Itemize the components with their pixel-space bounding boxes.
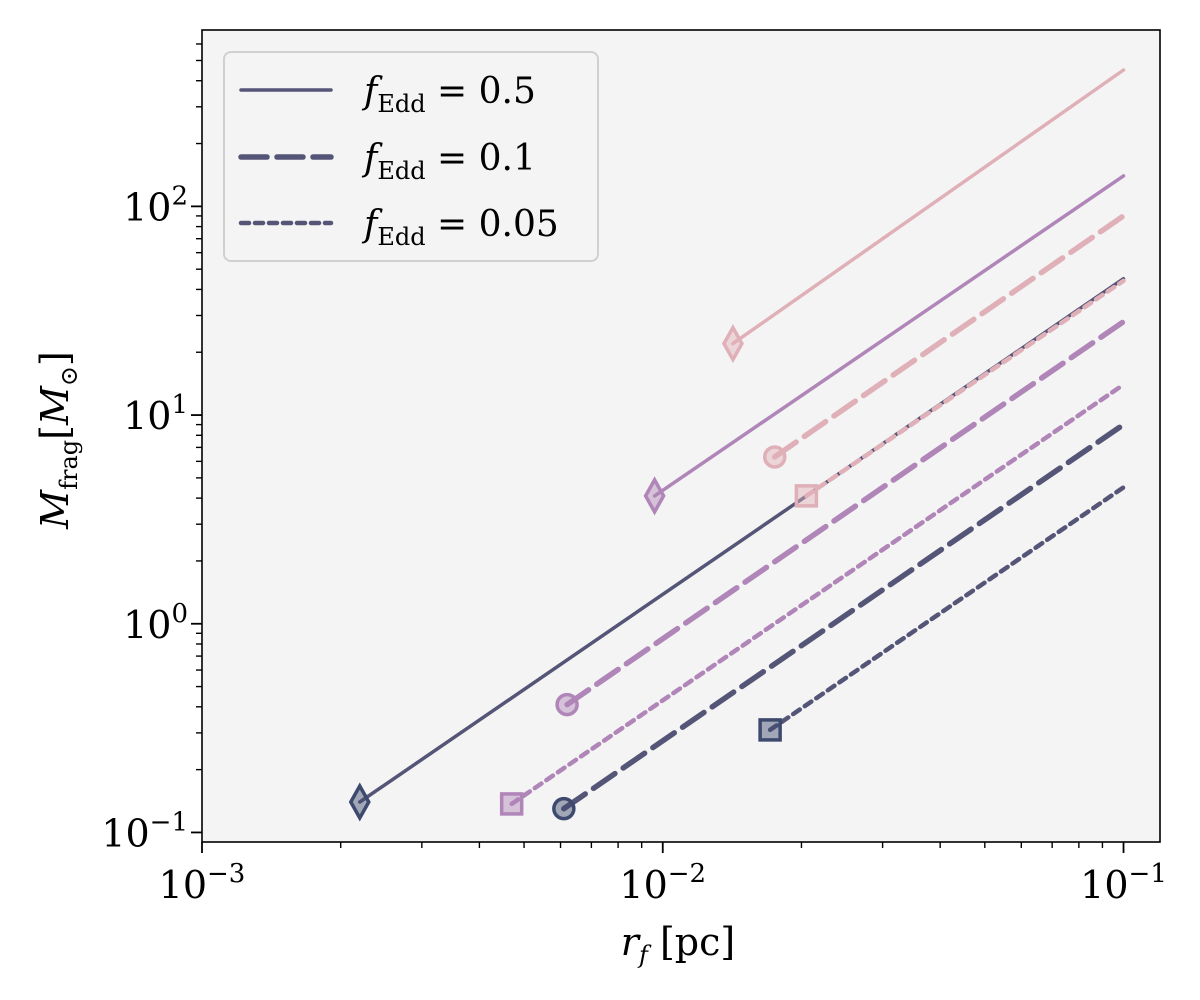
series-line-dark-dashed bbox=[561, 421, 1127, 812]
y-tick-labels: 10−1 100 101 102 bbox=[101, 181, 188, 855]
major-ticks bbox=[191, 205, 1125, 853]
y-tick-label: 10−1 bbox=[101, 807, 188, 855]
y-tick-label: 101 bbox=[123, 390, 188, 438]
marker-dark-dotted bbox=[758, 718, 782, 742]
legend-frame bbox=[223, 51, 599, 262]
marker-purple-dashed bbox=[555, 692, 579, 717]
legend-label: fEdd = 0.1 bbox=[361, 138, 536, 185]
marker-pink-solid bbox=[721, 324, 744, 364]
series-line-purple-dashed bbox=[564, 318, 1127, 708]
minor-ticks bbox=[196, 43, 1104, 848]
y-tick-label: 100 bbox=[123, 599, 188, 647]
x-tick-labels: 10−3 10−2 10−1 bbox=[159, 859, 1167, 907]
x-tick-label: 10−1 bbox=[1080, 859, 1167, 907]
series-line-pink-dashed bbox=[771, 213, 1127, 460]
y-axis-label: Mfrag[M⊙] bbox=[33, 351, 83, 530]
x-tick-label: 10−3 bbox=[159, 859, 246, 907]
plot-frame bbox=[201, 29, 1161, 843]
x-tick-label: 10−2 bbox=[619, 859, 706, 907]
series-line-purple-solid bbox=[652, 174, 1126, 498]
marker-pink-dashed bbox=[762, 445, 787, 469]
series-line-purple-dotted bbox=[509, 382, 1126, 807]
marker-pink-dotted bbox=[794, 484, 819, 508]
marker-purple-dotted bbox=[499, 792, 524, 816]
series-line-pink-dotted bbox=[804, 278, 1126, 499]
series-line-pink-solid bbox=[731, 68, 1126, 346]
series-line-dark-dotted bbox=[767, 485, 1126, 733]
series-layer bbox=[358, 68, 1127, 812]
x-axis-label: rf [pc] bbox=[621, 920, 735, 969]
y-tick-label: 102 bbox=[123, 181, 188, 229]
marker-dark-solid bbox=[348, 782, 371, 822]
marker-dark-dashed bbox=[552, 796, 576, 821]
marker-purple-solid bbox=[643, 476, 666, 516]
marker-layer bbox=[348, 324, 819, 822]
